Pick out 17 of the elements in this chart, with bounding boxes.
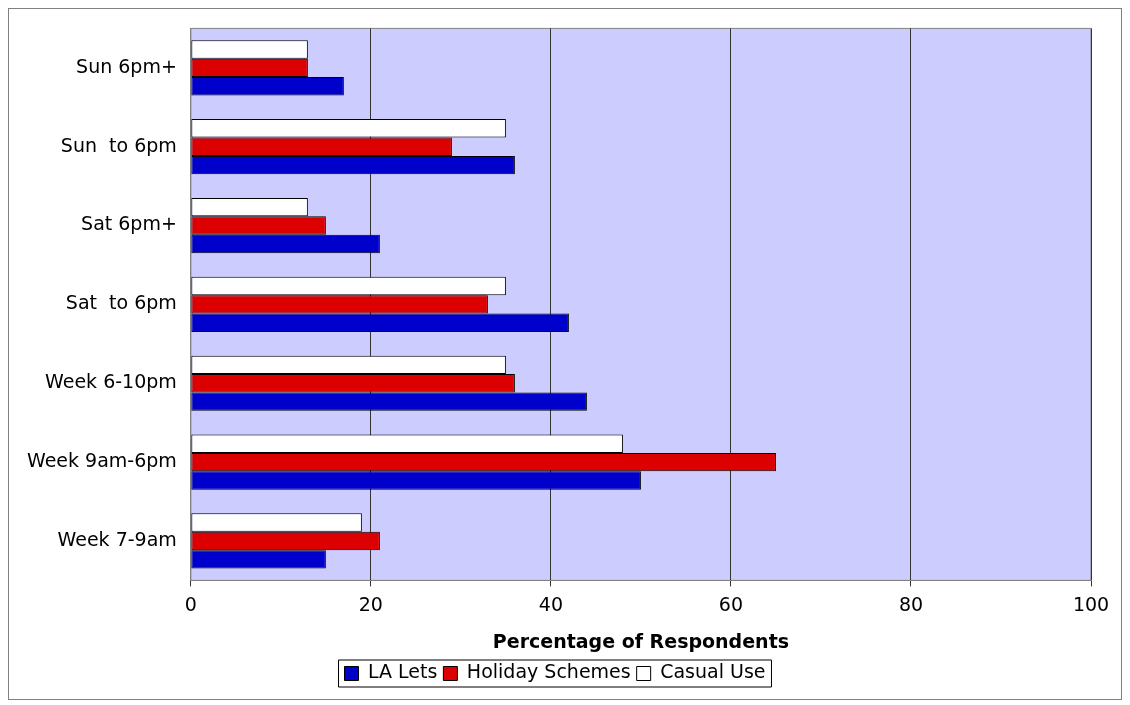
x-axis-title: Percentage of Respondents	[492, 629, 790, 652]
y-tick-label: Week 7-9am	[57, 527, 177, 550]
y-tick-label: Sat 6pm+	[81, 212, 177, 235]
x-tick-label: 80	[898, 592, 924, 615]
legend-label: LA Lets	[368, 660, 438, 683]
y-tick-label: Sun 6pm+	[76, 54, 177, 77]
y-tick-label: Week 6-10pm	[45, 370, 177, 393]
legend-label: Casual Use	[660, 660, 766, 683]
x-tick-label: 100	[1072, 592, 1110, 615]
y-tick-label: Sun to 6pm	[60, 133, 177, 156]
legend-label: Holiday Schemes	[466, 660, 631, 683]
x-tick-label: 40	[538, 592, 563, 615]
x-tick-label: 20	[358, 592, 383, 615]
x-tick-label: 60	[718, 592, 744, 615]
y-tick-label: Week 9am-6pm	[26, 449, 177, 472]
y-tick-label: Sat to 6pm	[65, 291, 177, 314]
x-tick-label: 0	[184, 592, 197, 615]
